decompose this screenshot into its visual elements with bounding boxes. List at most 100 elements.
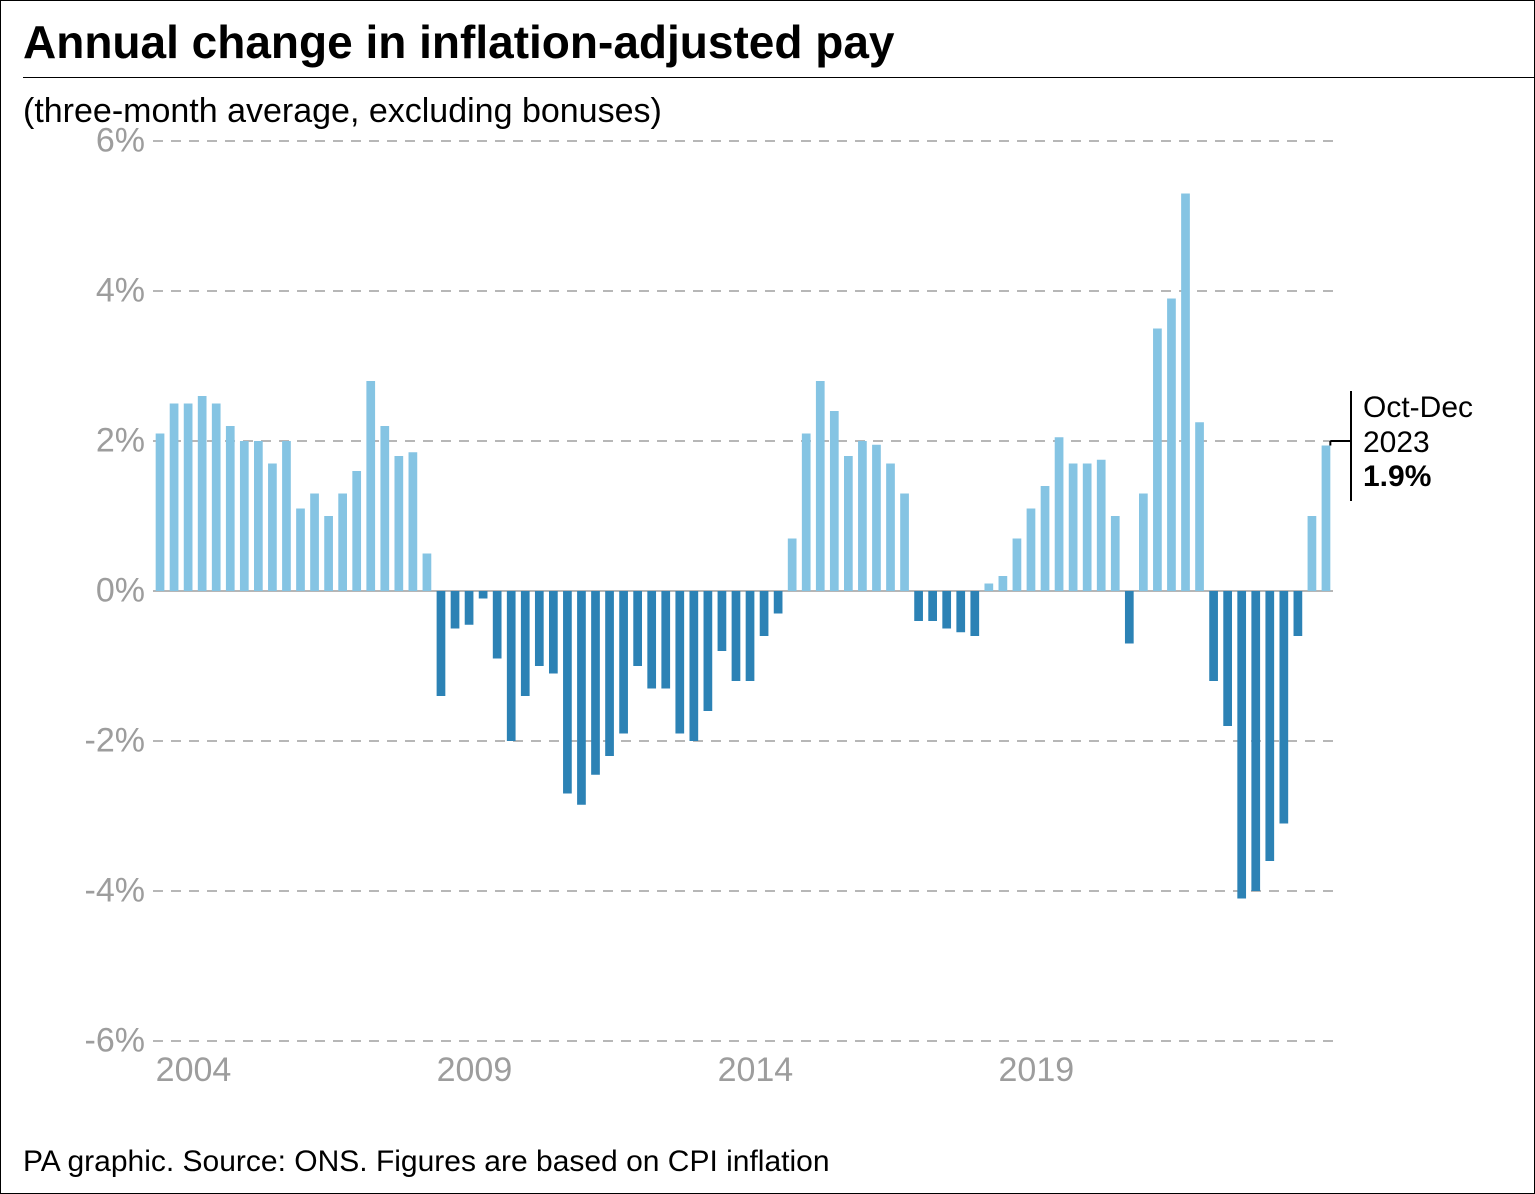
bar [704,591,713,711]
bar [451,591,460,629]
y-axis-label: 0% [96,572,145,611]
bar [1125,591,1134,644]
bar [1055,437,1064,591]
bar [928,591,937,621]
chart-title: Annual change in inflation-adjusted pay [1,1,1534,77]
bar [816,381,825,591]
bar [591,591,600,775]
bar [577,591,586,805]
bar [1322,446,1331,592]
bar [633,591,642,666]
bar [507,591,516,741]
bar [254,441,263,591]
bar [170,404,179,592]
bar [1167,299,1176,592]
bar [184,404,193,592]
bar [774,591,783,614]
x-axis-label: 2004 [156,1051,232,1090]
bar [338,494,347,592]
bar [1294,591,1303,636]
bar [1279,591,1288,824]
bar [914,591,923,621]
bar [380,426,389,591]
bar [619,591,628,734]
bar [858,441,867,591]
chart-footer: PA graphic. Source: ONS. Figures are bas… [23,1145,830,1179]
bar [970,591,979,636]
bar [493,591,502,659]
bar [984,584,993,592]
bar [156,434,165,592]
x-axis-label: 2014 [718,1051,794,1090]
bar [1139,494,1148,592]
annotation-period-2: 2023 [1363,426,1430,459]
bar [1251,591,1260,891]
bar [521,591,530,696]
last-point-annotation: Oct-Dec 2023 1.9% [1363,391,1473,495]
bar [844,456,853,591]
bar [1308,516,1317,591]
y-axis-label: 6% [96,122,145,161]
chart-frame: Annual change in inflation-adjusted pay … [0,0,1535,1194]
bar [563,591,572,794]
bar [872,445,881,591]
bar [310,494,319,592]
bar [1097,460,1106,591]
bar [788,539,797,592]
bar [1041,486,1050,591]
chart-area: -6%-4%-2%0%2%4%6% 2004200920142019 Oct-D… [23,131,1513,1091]
bar [1153,329,1162,592]
bar [1111,516,1120,591]
bar [1237,591,1246,899]
bar [999,576,1008,591]
bar [605,591,614,756]
bar [198,396,207,591]
bar [240,441,249,591]
bar [1013,539,1022,592]
y-axis-label: -2% [85,722,145,761]
bar [394,456,403,591]
bar [956,591,965,632]
bar [282,441,291,591]
bar [661,591,670,689]
bar-chart [23,131,1513,1091]
bar [535,591,544,666]
annotation-period-1: Oct-Dec [1363,391,1473,424]
bar [479,591,488,599]
bar [760,591,769,636]
bar [212,404,221,592]
annotation-value: 1.9% [1363,460,1431,493]
bar [942,591,951,629]
bar [437,591,446,696]
y-axis-label: -4% [85,872,145,911]
bar [465,591,474,625]
bar [675,591,684,734]
bar [802,434,811,592]
bar [900,494,909,592]
bar [324,516,333,591]
bar [830,411,839,591]
bar [1209,591,1218,681]
bar [647,591,656,689]
bar [886,464,895,592]
bar [409,452,418,591]
bar [1195,422,1204,591]
bar [718,591,727,651]
y-axis-label: 4% [96,272,145,311]
x-axis-label: 2009 [437,1051,513,1090]
x-axis-label: 2019 [999,1051,1075,1090]
bar [1069,464,1078,592]
bar [1181,194,1190,592]
bar [1265,591,1274,861]
y-axis-label: -6% [85,1022,145,1061]
bar [268,464,277,592]
y-axis-label: 2% [96,422,145,461]
bar [689,591,698,741]
bar [746,591,755,681]
chart-subtitle: (three-month average, excluding bonuses) [1,78,1534,131]
bar [352,471,361,591]
bar [366,381,375,591]
bar [549,591,558,674]
bar [226,426,235,591]
bar [1223,591,1232,726]
